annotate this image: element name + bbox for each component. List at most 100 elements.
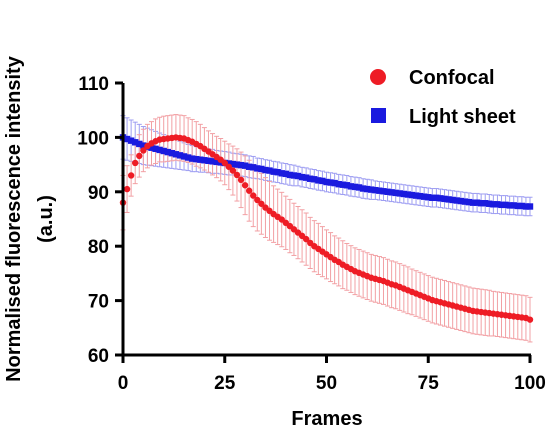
data-point-light-sheet (197, 156, 204, 163)
data-point-light-sheet (339, 181, 346, 188)
data-point-light-sheet (368, 186, 375, 193)
data-point-light-sheet (469, 199, 477, 206)
x-tick-label: 0 (118, 373, 129, 394)
data-point-light-sheet (490, 201, 497, 208)
data-point-light-sheet (188, 155, 196, 162)
data-point-light-sheet (180, 153, 188, 160)
data-point-confocal (237, 176, 245, 184)
data-point-light-sheet (184, 154, 192, 161)
data-point-light-sheet (449, 196, 456, 204)
y-tick-label: 90 (88, 183, 109, 204)
data-point-light-sheet (372, 186, 379, 194)
y-axis-title-group: Normalised fluorescence intensity (3, 55, 25, 382)
data-point-light-sheet (237, 161, 245, 169)
data-point-light-sheet (502, 201, 509, 209)
x-axis-title: Frames (291, 408, 362, 430)
data-point-light-sheet (164, 148, 171, 156)
y-axis-title-line2: (a.u.) (35, 195, 57, 243)
data-point-light-sheet (420, 193, 428, 200)
data-point-light-sheet (506, 202, 513, 209)
data-point-light-sheet (482, 200, 489, 207)
data-point-light-sheet (290, 172, 298, 179)
data-point-light-sheet (156, 146, 163, 154)
data-point-light-sheet (319, 177, 326, 185)
data-point-confocal (123, 185, 131, 193)
data-point-light-sheet (441, 195, 448, 203)
data-point-light-sheet (510, 202, 517, 209)
data-point-light-sheet (132, 139, 139, 146)
data-point-confocal (254, 196, 261, 204)
x-tick-label: 75 (418, 373, 440, 394)
data-point-light-sheet (148, 144, 155, 151)
data-point-light-sheet (136, 140, 143, 148)
x-tick-label: 50 (316, 373, 337, 394)
data-point-light-sheet (140, 142, 147, 149)
data-point-light-sheet (437, 195, 444, 202)
data-point-light-sheet (388, 189, 395, 196)
data-point-light-sheet (331, 179, 338, 187)
data-point-light-sheet (453, 197, 460, 204)
y-axis-title-group-2: (a.u.) (35, 195, 57, 243)
data-point-light-sheet (433, 194, 440, 201)
data-point-light-sheet (160, 147, 167, 155)
data-point-light-sheet (364, 185, 371, 193)
y-tick-label: 80 (88, 237, 109, 258)
data-point-light-sheet (429, 194, 436, 201)
data-point-light-sheet (355, 184, 363, 191)
data-point-light-sheet (123, 135, 131, 143)
data-point-light-sheet (245, 163, 253, 170)
legend-marker-confocal (370, 69, 386, 85)
data-point-light-sheet (343, 182, 351, 189)
data-point-light-sheet (270, 168, 277, 175)
data-point-light-sheet (408, 191, 416, 199)
data-point-light-sheet (461, 198, 469, 205)
data-point-light-sheet (176, 152, 184, 159)
data-point-light-sheet (351, 183, 359, 191)
data-point-light-sheet (396, 190, 403, 197)
data-point-confocal (132, 159, 139, 167)
data-point-light-sheet (526, 203, 534, 210)
data-point-light-sheet (518, 202, 526, 210)
data-point-light-sheet (307, 175, 314, 182)
data-point-light-sheet (262, 166, 269, 174)
data-point-light-sheet (286, 171, 294, 179)
data-point-light-sheet (457, 197, 465, 205)
data-point-light-sheet (168, 149, 176, 157)
data-point-light-sheet (278, 170, 285, 177)
data-point-light-sheet (225, 160, 233, 167)
data-point-confocal (140, 147, 147, 154)
data-point-light-sheet (477, 200, 485, 207)
data-point-light-sheet (400, 190, 408, 198)
points-layer (119, 134, 534, 323)
data-point-confocal (233, 171, 241, 179)
data-point-confocal (127, 172, 135, 179)
data-point-light-sheet (347, 183, 355, 190)
y-axis-title-line1: Normalised fluorescence intensity (3, 55, 25, 382)
data-point-light-sheet (302, 174, 310, 181)
data-point-light-sheet (266, 167, 273, 174)
data-point-light-sheet (229, 160, 237, 168)
data-point-light-sheet (254, 165, 261, 172)
data-point-light-sheet (384, 188, 391, 195)
data-point-light-sheet (473, 199, 481, 206)
data-point-confocal (250, 192, 257, 199)
data-point-confocal (136, 152, 143, 160)
legend-marker-light-sheet (371, 108, 386, 123)
y-tick-label: 70 (88, 292, 109, 313)
data-point-light-sheet (498, 201, 505, 209)
y-tick-label: 100 (77, 128, 109, 149)
data-point-light-sheet (376, 187, 383, 194)
data-point-light-sheet (193, 155, 200, 163)
data-point-confocal (258, 200, 265, 207)
data-point-light-sheet (494, 201, 501, 208)
data-point-light-sheet (233, 161, 241, 168)
data-point-light-sheet (327, 179, 334, 186)
x-tick-label: 25 (214, 373, 236, 394)
data-point-light-sheet (201, 157, 208, 164)
data-point-light-sheet (127, 137, 135, 144)
y-tick-label: 60 (88, 346, 109, 367)
data-point-light-sheet (323, 178, 330, 186)
data-point-light-sheet (298, 173, 306, 181)
legend-label-light-sheet: Light sheet (409, 106, 516, 128)
data-point-light-sheet (404, 191, 412, 198)
